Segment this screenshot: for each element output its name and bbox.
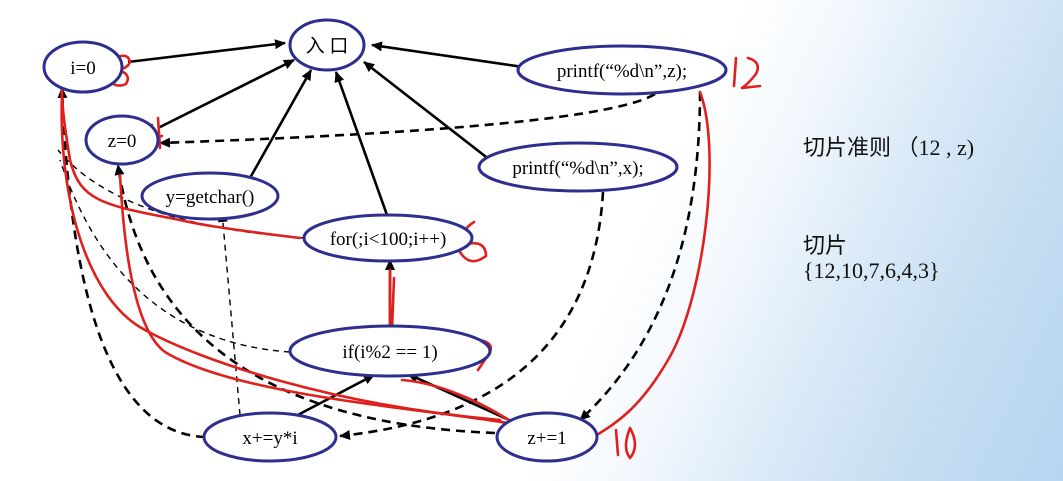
slice-criterion-label: 切片准则	[803, 135, 892, 160]
node-getchar: y=getchar()	[140, 171, 280, 221]
edge-zp1-z0	[114, 164, 496, 435]
slice-criterion: 切片准则 （12 , z)	[803, 130, 974, 162]
slice-criterion-value: （12 , z)	[896, 135, 975, 160]
node-i0-label: i=0	[70, 58, 96, 79]
data-edges	[57, 87, 702, 440]
edge-printfz-entry	[371, 41, 524, 69]
edge-xpy-getchar	[217, 211, 241, 416]
node-i0: i=0	[42, 40, 124, 94]
edge-i0-entry	[127, 39, 286, 64]
node-for-label: for(;i<100;i++)	[330, 229, 447, 250]
node-printf-z: printf(“%d\n”,z);	[516, 44, 728, 96]
node-zp1-label: z+=1	[527, 428, 566, 449]
edge-getchar-entry	[248, 69, 313, 179]
edge-printfx-entry	[363, 60, 491, 162]
edge-xpy-i0	[57, 87, 206, 439]
node-printf-x-label: printf(“%d\n”,x);	[512, 158, 643, 179]
node-entry-label: 入 口	[306, 36, 349, 57]
node-xpy: x+=y*i	[202, 411, 338, 463]
node-printf-z-label: printf(“%d\n”,z);	[557, 61, 687, 82]
edge-printfz-z0	[159, 92, 656, 148]
edge-xpy-if	[291, 373, 375, 420]
slice-set: {12,10,7,6,4,3}	[803, 258, 940, 283]
node-for: for(;i<100;i++)	[302, 213, 474, 263]
node-xpy-label: x+=y*i	[242, 428, 297, 449]
node-entry: 入 口	[288, 18, 366, 72]
node-getchar-label: y=getchar()	[166, 187, 255, 208]
node-printf-x: printf(“%d\n”,x);	[477, 141, 679, 193]
node-z0-label: z=0	[108, 131, 137, 152]
node-zp1: z+=1	[495, 411, 599, 463]
edge-printfz-zp1	[579, 91, 702, 421]
slice-label: 切片	[803, 233, 848, 258]
node-z0: z=0	[84, 114, 160, 166]
node-if: if(i%2 == 1)	[288, 324, 492, 378]
edge-if-i0	[59, 159, 291, 353]
node-if-label: if(i%2 == 1)	[342, 342, 437, 363]
edge-for-entry	[334, 71, 389, 216]
edge-z0-entry	[157, 58, 295, 130]
